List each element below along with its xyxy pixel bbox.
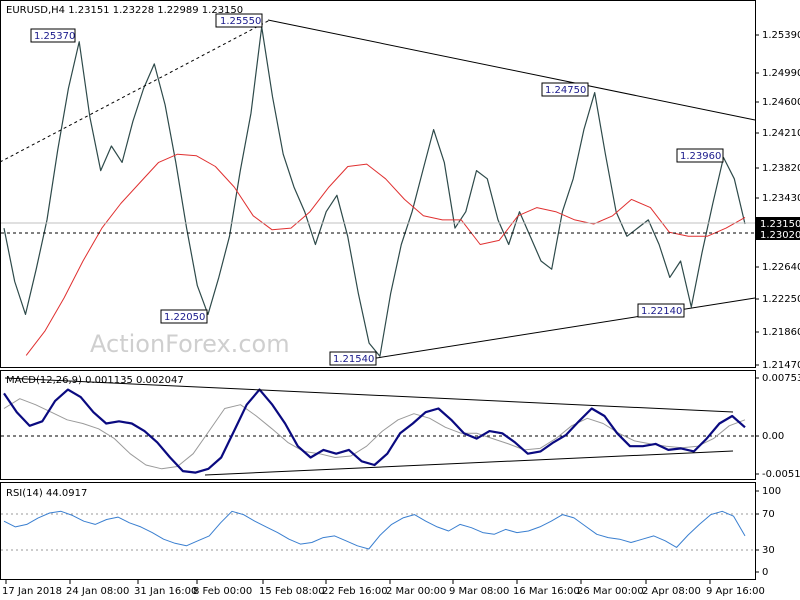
series-line: [3, 388, 746, 474]
x-tick-label: 24 Jan 08:00: [66, 586, 129, 597]
annotation-label: 1.21540: [329, 351, 377, 366]
price-series: [3, 26, 746, 357]
rsi-y-axis: 100 70 30 0: [755, 486, 781, 578]
y-tick-label: 70: [762, 509, 775, 520]
support-level-label: 1.23020: [760, 230, 800, 241]
watermark: ActionForex.com: [90, 330, 290, 358]
x-tick-label: 8 Feb 00:00: [193, 586, 252, 597]
y-tick-label: 1.24990: [762, 68, 800, 79]
y-tick-label: 0: [762, 567, 768, 578]
y-tick-label: 30: [762, 545, 775, 556]
y-tick-label: 1.24210: [762, 128, 800, 139]
macd-series: [3, 388, 746, 474]
price-panel: [0, 0, 756, 368]
x-axis: 17 Jan 2018 24 Jan 08:00 31 Jan 16:008 Feb…: [2, 580, 765, 597]
dotted-trendline: [0, 19, 271, 163]
y-tick-label: 0.00: [762, 431, 784, 442]
macd-lower-trendline: [204, 450, 734, 476]
svg-text:1.22050: 1.22050: [164, 312, 205, 323]
x-tick-label: 2 Mar 00:00: [386, 586, 446, 597]
x-tick-label: 22 Feb 16:00: [322, 586, 388, 597]
annotation-label: 1.24750: [541, 82, 589, 97]
y-tick-label: 1.23430: [762, 193, 800, 204]
x-tick-label: 26 Mar 00:00: [577, 586, 644, 597]
rsi-title: RSI(14) 44.0917: [6, 488, 87, 499]
svg-text:1.23960: 1.23960: [680, 151, 721, 162]
series-line: [3, 398, 746, 470]
y-tick-label: 1.23820: [762, 163, 800, 174]
x-tick-label: 2 Apr 08:00: [642, 586, 701, 597]
y-tick-label: 1.21860: [762, 327, 800, 338]
upper-trendline: [267, 19, 756, 121]
support-level-box: [756, 228, 800, 240]
annotation-label: 1.23960: [676, 148, 724, 163]
annotation-label: 1.25550: [215, 13, 263, 28]
macd-upper-trendline: [4, 377, 734, 413]
annotation-label: 1.22140: [637, 303, 685, 318]
svg-text:1.24750: 1.24750: [545, 85, 586, 96]
svg-text:1.25370: 1.25370: [34, 31, 75, 42]
price-chart-title: EURUSD,H4 1.23151 1.23228 1.22989 1.2315…: [6, 5, 243, 16]
x-tick-label: 9 Mar 08:00: [449, 586, 509, 597]
sma-line: [25, 153, 746, 356]
svg-text:1.22140: 1.22140: [641, 306, 682, 317]
x-tick-label: 9 Apr 16:00: [706, 586, 765, 597]
macd-title: MACD(12,26,9) 0.001135 0.002047: [6, 375, 184, 386]
x-tick-label: 16 Mar 16:00: [513, 586, 580, 597]
rsi-panel: [0, 482, 756, 580]
annotation-label: 1.25370: [30, 28, 76, 43]
x-tick-label: 17 Jan 2018: [2, 586, 62, 597]
annotation-label: 1.22050: [160, 309, 208, 324]
x-tick-label: 31 Jan 16:00: [134, 586, 197, 597]
price-y-axis: 1.25390 1.24990 1.24600 1.24210 1.23820 1.234…: [755, 30, 800, 371]
y-tick-label: 1.24600: [762, 97, 800, 108]
y-tick-label: 1.22250: [762, 294, 800, 305]
series-line: [3, 26, 746, 357]
y-tick-label: 100: [762, 486, 781, 497]
y-tick-label: 0.007538: [762, 373, 800, 384]
series-line: [3, 510, 746, 550]
x-tick-label: 15 Feb 08:00: [259, 586, 325, 597]
svg-text:1.21540: 1.21540: [333, 354, 374, 365]
y-tick-label: -0.005192: [762, 469, 800, 480]
lower-trendline: [369, 297, 756, 360]
rsi-series: [3, 510, 746, 550]
macd-y-axis: 0.007538 0.00 -0.005192: [755, 373, 800, 480]
svg-text:1.25550: 1.25550: [220, 16, 261, 27]
y-tick-label: 1.25390: [762, 30, 800, 41]
y-tick-label: 1.22640: [762, 262, 800, 273]
current-price-box: [756, 217, 800, 229]
y-tick-label: 1.21470: [762, 360, 800, 371]
current-price-label: 1.23150: [760, 219, 800, 230]
